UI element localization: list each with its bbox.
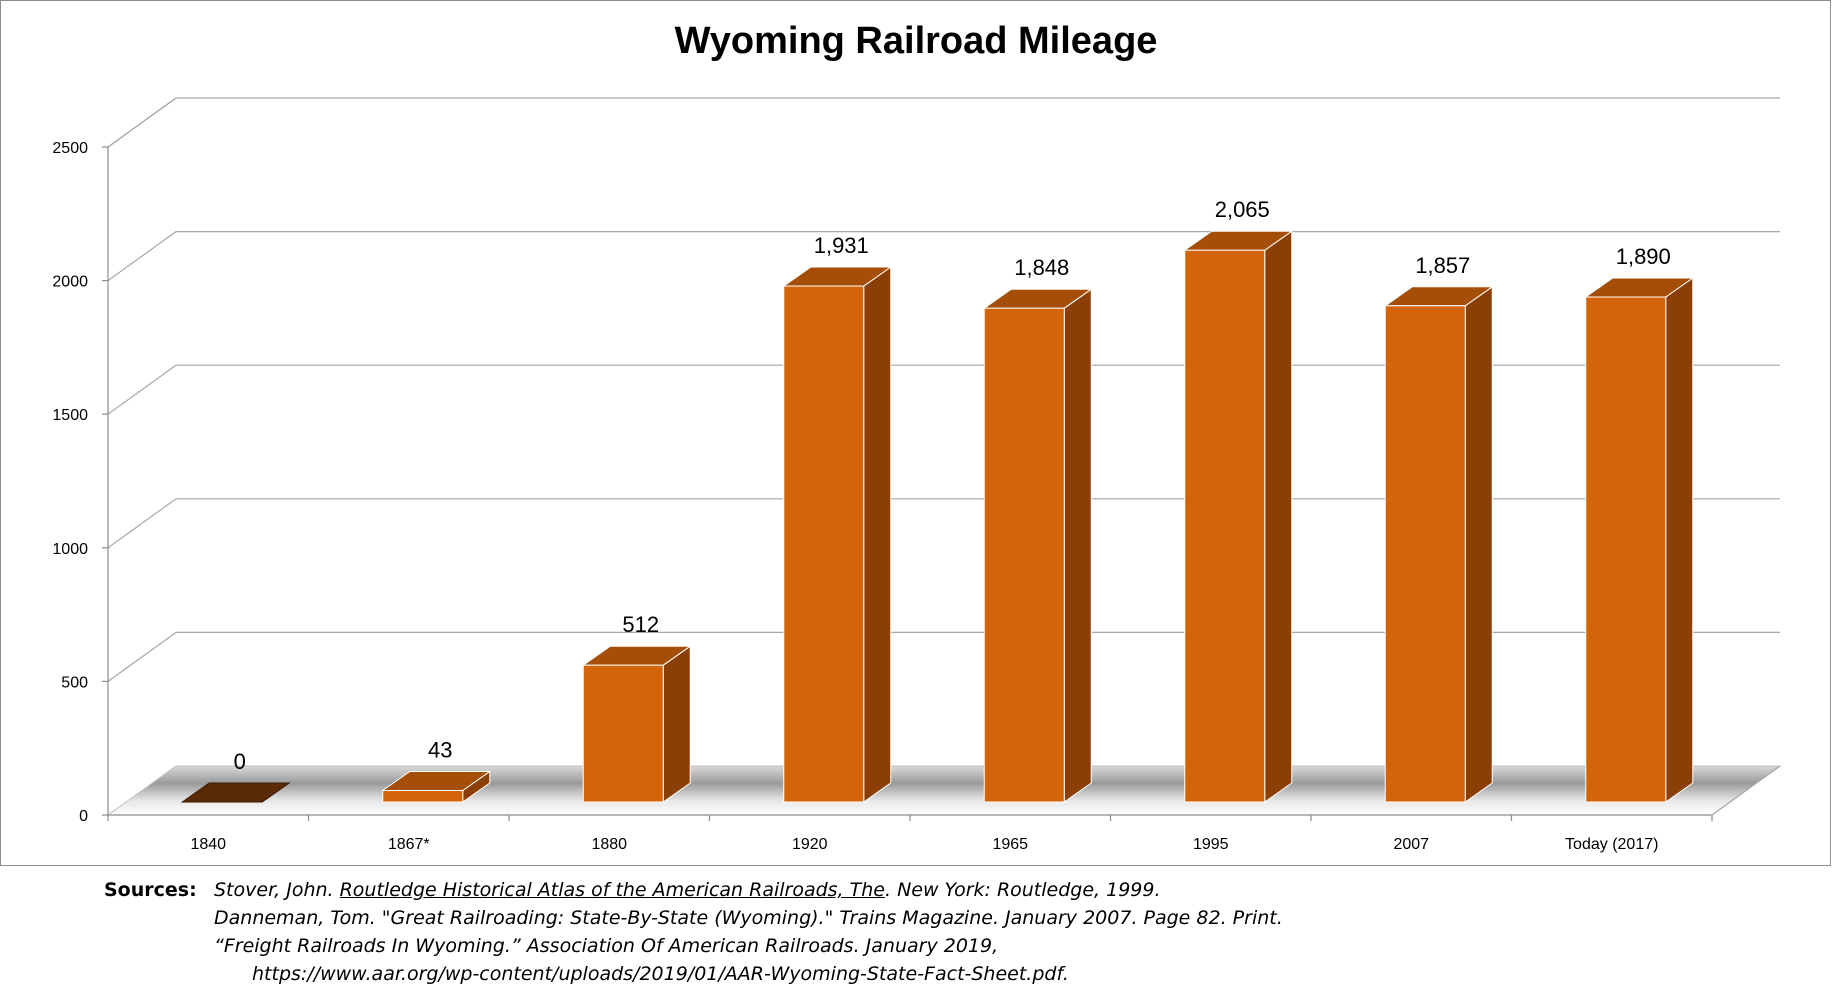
- data-label-5: 2,065: [1215, 197, 1270, 222]
- bar-side-6: [1464, 285, 1493, 803]
- source-stover-author: Stover, John.: [214, 879, 340, 901]
- back-wall-edge: [107, 97, 177, 148]
- bar-side-3: [863, 266, 892, 803]
- y-tick-label-1000: 1000: [52, 541, 88, 558]
- data-label-3: 1,931: [814, 233, 869, 258]
- gridline-2500: [107, 97, 1780, 148]
- bar-1: [381, 770, 492, 803]
- bar-front-7: [1585, 296, 1667, 803]
- bar-front-1: [382, 790, 464, 803]
- bar-front-2: [582, 664, 664, 803]
- bar-top-0: [180, 782, 291, 803]
- y-tick-label-2000: 2000: [52, 274, 88, 291]
- bar-front-6: [1384, 305, 1466, 803]
- bar-front-3: [783, 285, 865, 803]
- y-tick-label-1500: 1500: [52, 407, 88, 424]
- bar-side-7: [1665, 277, 1694, 803]
- bar-4: [982, 288, 1093, 803]
- data-label-7: 1,890: [1616, 244, 1671, 269]
- bar-0: [180, 782, 291, 803]
- source-entry-danneman: Danneman, Tom. "Great Railroading: State…: [214, 907, 1283, 929]
- sources-label: Sources:: [104, 879, 197, 901]
- gridline-1500: [107, 364, 1780, 415]
- bar-2: [581, 645, 692, 803]
- x-tick-label-3: 1920: [792, 836, 828, 853]
- data-label-1: 43: [428, 738, 452, 763]
- y-tick-label-0: 0: [79, 808, 88, 825]
- bar-side-5: [1264, 230, 1293, 803]
- x-tick-label-4: 1965: [992, 836, 1028, 853]
- x-tick-label-6: 2007: [1393, 836, 1429, 853]
- chart-frame: [0, 0, 1831, 866]
- source-entry-aar: “Freight Railroads In Wyoming.” Associat…: [214, 935, 999, 957]
- y-tick-label-2500: 2500: [52, 140, 88, 157]
- x-tick-label-2: 1880: [591, 836, 627, 853]
- data-label-4: 1,848: [1014, 255, 1069, 280]
- x-tick-label-1: 1867*: [388, 836, 430, 853]
- bar-side-4: [1063, 288, 1092, 803]
- bar-front-5: [1184, 249, 1266, 803]
- data-label-0: 0: [234, 749, 246, 774]
- source-stover-publisher: . New York: Routledge, 1999.: [884, 879, 1161, 901]
- bar-7: [1584, 277, 1695, 803]
- floor-right-edge: [1711, 765, 1781, 816]
- bar-side-2: [662, 645, 691, 803]
- data-label-6: 1,857: [1415, 253, 1470, 278]
- source-entry-stover: Stover, John. Routledge Historical Atlas…: [214, 876, 1161, 904]
- x-tick-label-7: Today (2017): [1565, 836, 1658, 853]
- source-stover-title: Routledge Historical Atlas of the Americ…: [339, 879, 885, 901]
- y-tick-label-500: 500: [61, 674, 88, 691]
- bar-chart: Wyoming Railroad Mileage 0 500 1000 1500 200…: [52, 20, 1782, 853]
- bar-6: [1383, 285, 1494, 803]
- chart-title: Wyoming Railroad Mileage: [675, 20, 1158, 62]
- source-entry-aar-url: https://www.aar.org/wp-content/uploads/2…: [252, 963, 1069, 985]
- bar-5: [1183, 230, 1294, 803]
- gridline-1000: [107, 498, 1780, 549]
- data-label-2: 512: [622, 612, 659, 637]
- gridline-2000: [107, 231, 1780, 282]
- gridline-500: [107, 631, 1780, 682]
- x-tick-label-0: 1840: [190, 836, 226, 853]
- bar-front-4: [983, 307, 1065, 803]
- x-tick-label-5: 1995: [1193, 836, 1229, 853]
- bar-3: [782, 266, 893, 803]
- chart-floor: [106, 765, 1782, 816]
